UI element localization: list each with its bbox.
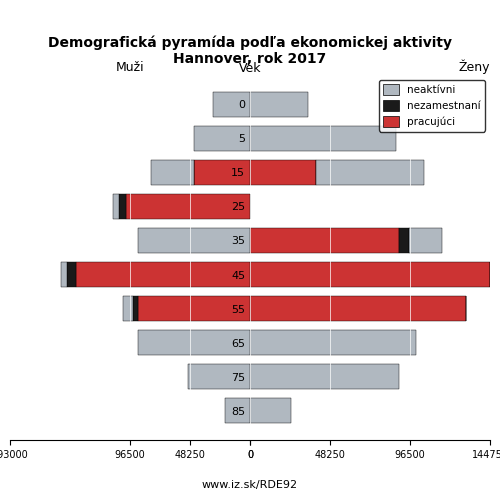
Text: Vek: Vek xyxy=(239,62,261,76)
Legend: neaktívni, nezamestnaní, pracujúci: neaktívni, nezamestnaní, pracujúci xyxy=(379,80,485,132)
Bar xyxy=(409,228,442,253)
Bar xyxy=(399,228,409,253)
Bar xyxy=(76,262,250,287)
Bar xyxy=(316,160,424,185)
Bar xyxy=(250,126,396,151)
Bar xyxy=(250,364,399,390)
Text: www.iz.sk/RDE92: www.iz.sk/RDE92 xyxy=(202,480,298,490)
Title: Muži: Muži xyxy=(116,61,144,74)
Bar xyxy=(250,330,416,355)
Bar xyxy=(188,364,250,390)
Bar xyxy=(194,160,250,185)
Bar xyxy=(133,296,138,322)
Bar xyxy=(250,398,292,423)
Bar xyxy=(212,92,250,117)
Bar xyxy=(123,296,133,322)
Text: Ženy: Ženy xyxy=(458,60,490,74)
Bar xyxy=(250,160,316,185)
Bar xyxy=(250,296,466,322)
Bar xyxy=(250,92,308,117)
Bar xyxy=(67,262,76,287)
Bar xyxy=(126,194,250,219)
Bar xyxy=(61,262,67,287)
Text: Demografická pyramída podľa ekonomickej aktivity
Hannover, rok 2017: Demografická pyramída podľa ekonomickej … xyxy=(48,35,452,66)
Bar xyxy=(138,228,250,253)
Bar xyxy=(138,296,250,322)
Bar xyxy=(138,330,250,355)
Bar xyxy=(194,126,250,151)
Bar xyxy=(225,398,250,423)
Bar xyxy=(120,194,126,219)
Bar xyxy=(250,228,399,253)
Bar xyxy=(150,160,194,185)
Bar xyxy=(113,194,119,219)
Bar xyxy=(250,262,490,287)
